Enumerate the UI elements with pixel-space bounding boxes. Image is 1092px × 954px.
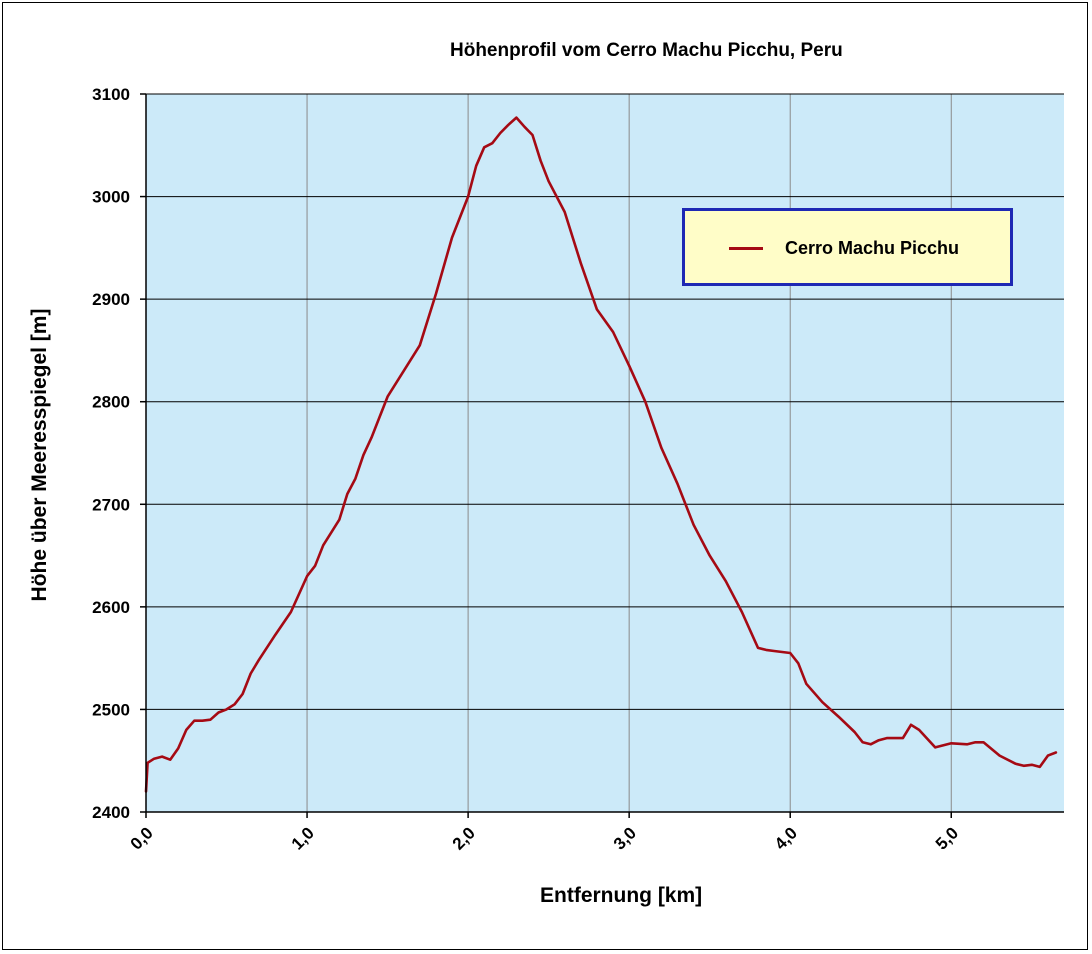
y-tick-label-2900: 2900 bbox=[92, 290, 130, 309]
y-tick-label-2800: 2800 bbox=[92, 393, 130, 412]
chart-title: Höhenprofil vom Cerro Machu Picchu, Peru bbox=[450, 40, 843, 61]
x-tick-label-0: 0,0 bbox=[127, 823, 157, 853]
y-tick-label-2700: 2700 bbox=[92, 495, 130, 514]
plot-area bbox=[146, 94, 1064, 812]
y-tick-label-3000: 3000 bbox=[92, 188, 130, 207]
x-tick-label-3: 3,0 bbox=[610, 823, 640, 853]
y-tick-label-2500: 2500 bbox=[92, 700, 130, 719]
y-tick-label-3100: 3100 bbox=[92, 85, 130, 104]
legend-swatch bbox=[729, 247, 763, 250]
x-axis-title: Entfernung [km] bbox=[540, 884, 703, 907]
series-group bbox=[144, 116, 1058, 793]
x-tick-label-1: 1,0 bbox=[288, 823, 318, 853]
y-axis-title: Höhe über Meeresspiegel [m] bbox=[28, 308, 51, 602]
y-tick-label-2400: 2400 bbox=[92, 803, 130, 822]
legend: Cerro Machu Picchu bbox=[682, 208, 1013, 286]
x-tick-labels: 0,0 1,0 2,0 3,0 4,0 5,0 bbox=[127, 812, 962, 854]
x-tick-label-4: 4,0 bbox=[771, 823, 801, 853]
x-tick-label-2: 2,0 bbox=[449, 823, 479, 853]
y-tick-label-2600: 2600 bbox=[92, 598, 130, 617]
legend-label: Cerro Machu Picchu bbox=[785, 238, 960, 258]
x-tick-label-5: 5,0 bbox=[932, 823, 962, 853]
y-tick-labels: 2400 2500 2600 2700 2800 2900 3000 3100 bbox=[92, 85, 146, 822]
series-line-0 bbox=[144, 116, 1058, 793]
